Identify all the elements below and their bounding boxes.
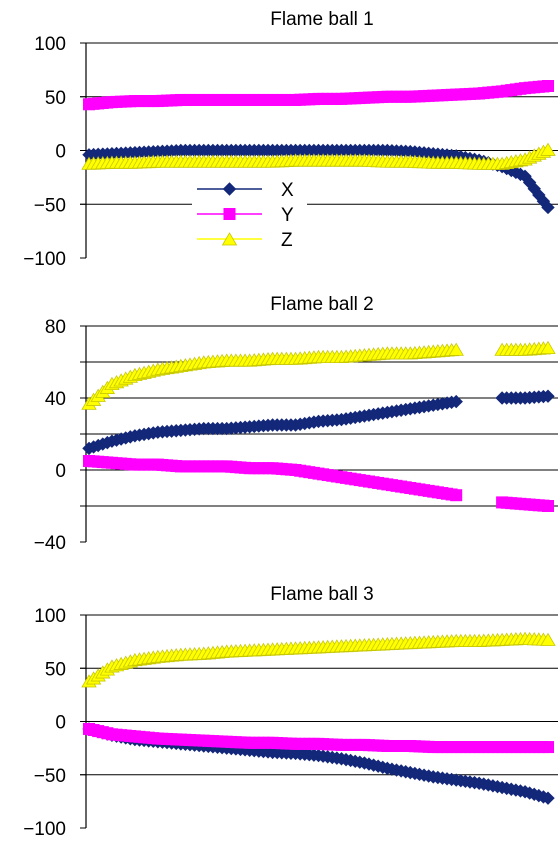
y-tick-label: 50 — [45, 88, 66, 109]
chart-title: Flame ball 1 — [270, 9, 374, 30]
chart-title: Flame ball 3 — [270, 584, 374, 605]
data-point — [449, 394, 463, 409]
y-tick-label: 0 — [55, 461, 66, 482]
data-point — [540, 632, 556, 646]
data-point — [542, 80, 554, 92]
series-z — [81, 340, 556, 410]
y-tick-label: 50 — [45, 659, 66, 680]
y-tick-label: −100 — [23, 249, 66, 270]
chart-panel-1: Flame ball 1 −100 −50 0 50 100 — [23, 9, 558, 270]
legend-label-x: X — [281, 180, 294, 201]
y-tick-label: 0 — [55, 142, 66, 163]
y-tick-label: 100 — [34, 34, 66, 55]
series-y — [83, 722, 554, 754]
chart-panel-3: Flame ball 3 −100 −50 0 50 100 — [23, 584, 558, 840]
data-point — [448, 342, 464, 356]
data-point — [541, 389, 555, 403]
data-point — [541, 200, 555, 215]
series-x — [82, 389, 555, 456]
y-tick-label: −50 — [34, 766, 66, 787]
data-point — [450, 489, 463, 502]
y-tick-label: 100 — [34, 606, 66, 627]
series-y — [83, 80, 554, 111]
series-y — [83, 455, 554, 512]
series-z — [81, 142, 556, 170]
y-tick-label: 80 — [45, 317, 66, 338]
legend-label-y: Y — [281, 205, 294, 226]
y-tick-label: 0 — [55, 713, 66, 734]
data-point — [540, 340, 556, 355]
series-z — [81, 631, 556, 688]
data-point — [541, 791, 555, 805]
y-tick-label: −40 — [34, 533, 66, 554]
legend-label-z: Z — [281, 230, 293, 251]
data-point — [542, 500, 554, 512]
y-tick-label: 40 — [45, 389, 66, 410]
y-tick-label: −100 — [23, 819, 66, 840]
legend-marker — [222, 182, 237, 196]
legend-marker — [223, 208, 236, 220]
legend-marker — [221, 232, 238, 246]
chart-title: Flame ball 2 — [270, 294, 374, 315]
legend: XYZ — [192, 177, 307, 251]
data-point — [542, 741, 554, 754]
chart-panel-2: Flame ball 2 −40 0 40 80 — [34, 294, 558, 554]
y-tick-label: −50 — [34, 195, 66, 216]
data-point — [540, 142, 556, 156]
